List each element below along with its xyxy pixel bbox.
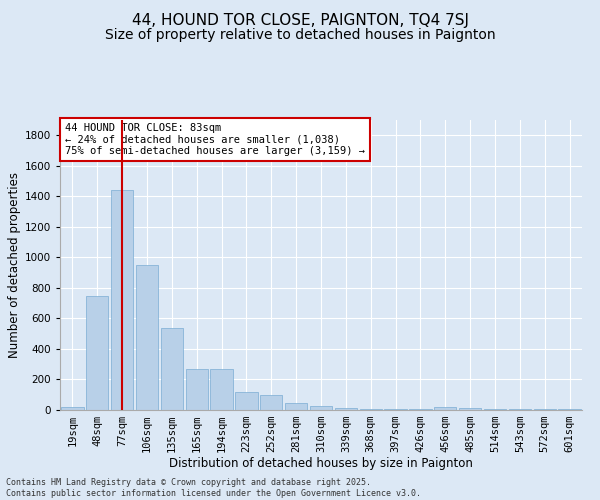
Text: Size of property relative to detached houses in Paignton: Size of property relative to detached ho… [104, 28, 496, 42]
Bar [136, 265, 158, 410]
Bar [409, 409, 431, 410]
Text: Contains HM Land Registry data © Crown copyright and database right 2025.
Contai: Contains HM Land Registry data © Crown c… [6, 478, 421, 498]
Bar [260, 394, 283, 410]
Bar [211, 369, 233, 410]
Bar [185, 369, 208, 410]
Y-axis label: Number of detached properties: Number of detached properties [8, 172, 20, 358]
Bar [533, 409, 556, 410]
Bar [559, 409, 581, 410]
Bar [484, 409, 506, 410]
Bar [335, 408, 357, 410]
Bar [285, 403, 307, 410]
Bar [86, 296, 109, 410]
Bar [509, 409, 531, 410]
Bar [235, 392, 257, 410]
Bar [359, 409, 382, 410]
Text: 44 HOUND TOR CLOSE: 83sqm
← 24% of detached houses are smaller (1,038)
75% of se: 44 HOUND TOR CLOSE: 83sqm ← 24% of detac… [65, 123, 365, 156]
Bar [310, 406, 332, 410]
Bar [161, 328, 183, 410]
X-axis label: Distribution of detached houses by size in Paignton: Distribution of detached houses by size … [169, 456, 473, 469]
Bar [61, 407, 83, 410]
Text: 44, HOUND TOR CLOSE, PAIGNTON, TQ4 7SJ: 44, HOUND TOR CLOSE, PAIGNTON, TQ4 7SJ [131, 12, 469, 28]
Bar [385, 409, 407, 410]
Bar [434, 407, 457, 410]
Bar [111, 190, 133, 410]
Bar [459, 408, 481, 410]
